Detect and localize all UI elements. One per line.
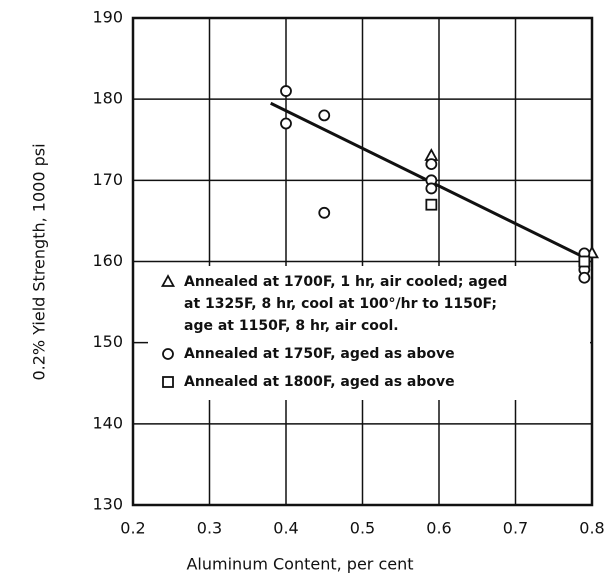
x-tick-label: 0.4 xyxy=(273,519,298,538)
y-tick-label: 150 xyxy=(92,332,123,351)
point xyxy=(425,158,438,171)
legend-label: Annealed at 1750F, aged as above xyxy=(184,346,455,362)
x-tick-label: 0.3 xyxy=(197,519,222,538)
legend-marker xyxy=(160,274,176,287)
legend-label: Annealed at 1700F, 1 hr, air cooled; age… xyxy=(184,274,507,290)
point xyxy=(425,182,438,195)
y-tick-label: 140 xyxy=(92,413,123,432)
y-tick-label: 160 xyxy=(92,251,123,270)
legend-label: Annealed at 1800F, aged as above xyxy=(184,374,455,390)
point xyxy=(425,198,438,211)
legend-label: age at 1150F, 8 hr, air cool. xyxy=(184,318,399,334)
y-tick-label: 180 xyxy=(92,89,123,108)
x-tick-label: 0.5 xyxy=(350,519,375,538)
point xyxy=(318,206,331,219)
x-tick-label: 0.6 xyxy=(426,519,451,538)
point xyxy=(578,271,591,284)
y-axis-label: 0.2% Yield Strength, 1000 psi xyxy=(30,143,49,380)
legend xyxy=(148,266,590,400)
legend-marker xyxy=(162,376,174,388)
point xyxy=(318,109,331,122)
y-tick-label: 170 xyxy=(92,170,123,189)
legend-label: at 1325F, 8 hr, cool at 100°/hr to 1150F… xyxy=(184,296,497,312)
x-axis-label: Aluminum Content, per cent xyxy=(186,555,413,574)
point xyxy=(578,255,591,268)
x-tick-label: 0.7 xyxy=(503,519,528,538)
y-tick-label: 190 xyxy=(92,8,123,27)
legend-marker xyxy=(162,348,174,360)
point xyxy=(280,117,292,130)
x-tick-label: 0.8 xyxy=(579,519,604,538)
x-tick-label: 0.2 xyxy=(120,519,145,538)
point xyxy=(280,85,292,97)
plot-frame xyxy=(131,16,594,507)
y-tick-label: 130 xyxy=(92,495,123,514)
